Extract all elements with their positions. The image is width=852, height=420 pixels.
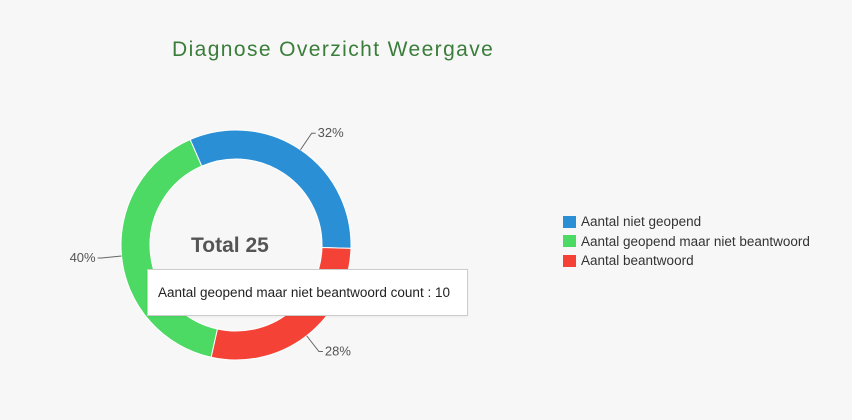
slice-percent-label-1: 28% — [325, 344, 351, 359]
legend-item-beantwoord[interactable]: Aantal beantwoord — [563, 251, 810, 271]
legend-label: Aantal niet geopend — [581, 214, 702, 230]
legend-item-geopend-niet-beantwoord[interactable]: Aantal geopend maar niet beantwoord — [563, 232, 810, 252]
slice-leader-line-1 — [306, 335, 323, 353]
legend-swatch-icon — [563, 235, 576, 248]
legend-swatch-icon — [563, 215, 576, 228]
donut-slice-0[interactable] — [189, 129, 352, 249]
legend-swatch-icon — [563, 254, 576, 267]
slice-leader-line-0 — [300, 132, 316, 151]
chart-tooltip: Aantal geopend maar niet beantwoord coun… — [147, 269, 468, 316]
slice-percent-label-2: 40% — [70, 250, 96, 265]
legend-label: Aantal beantwoord — [581, 253, 694, 269]
legend-label: Aantal geopend maar niet beantwoord — [581, 233, 810, 249]
legend-item-niet-geopend[interactable]: Aantal niet geopend — [563, 212, 810, 232]
center-total-label: Total 25 — [191, 234, 269, 257]
chart-title: Diagnose Overzicht Weergave — [172, 38, 495, 61]
slice-percent-label-0: 32% — [318, 125, 344, 140]
slice-leader-line-2 — [97, 255, 122, 259]
chart-legend: Aantal niet geopend Aantal geopend maar … — [563, 212, 810, 271]
